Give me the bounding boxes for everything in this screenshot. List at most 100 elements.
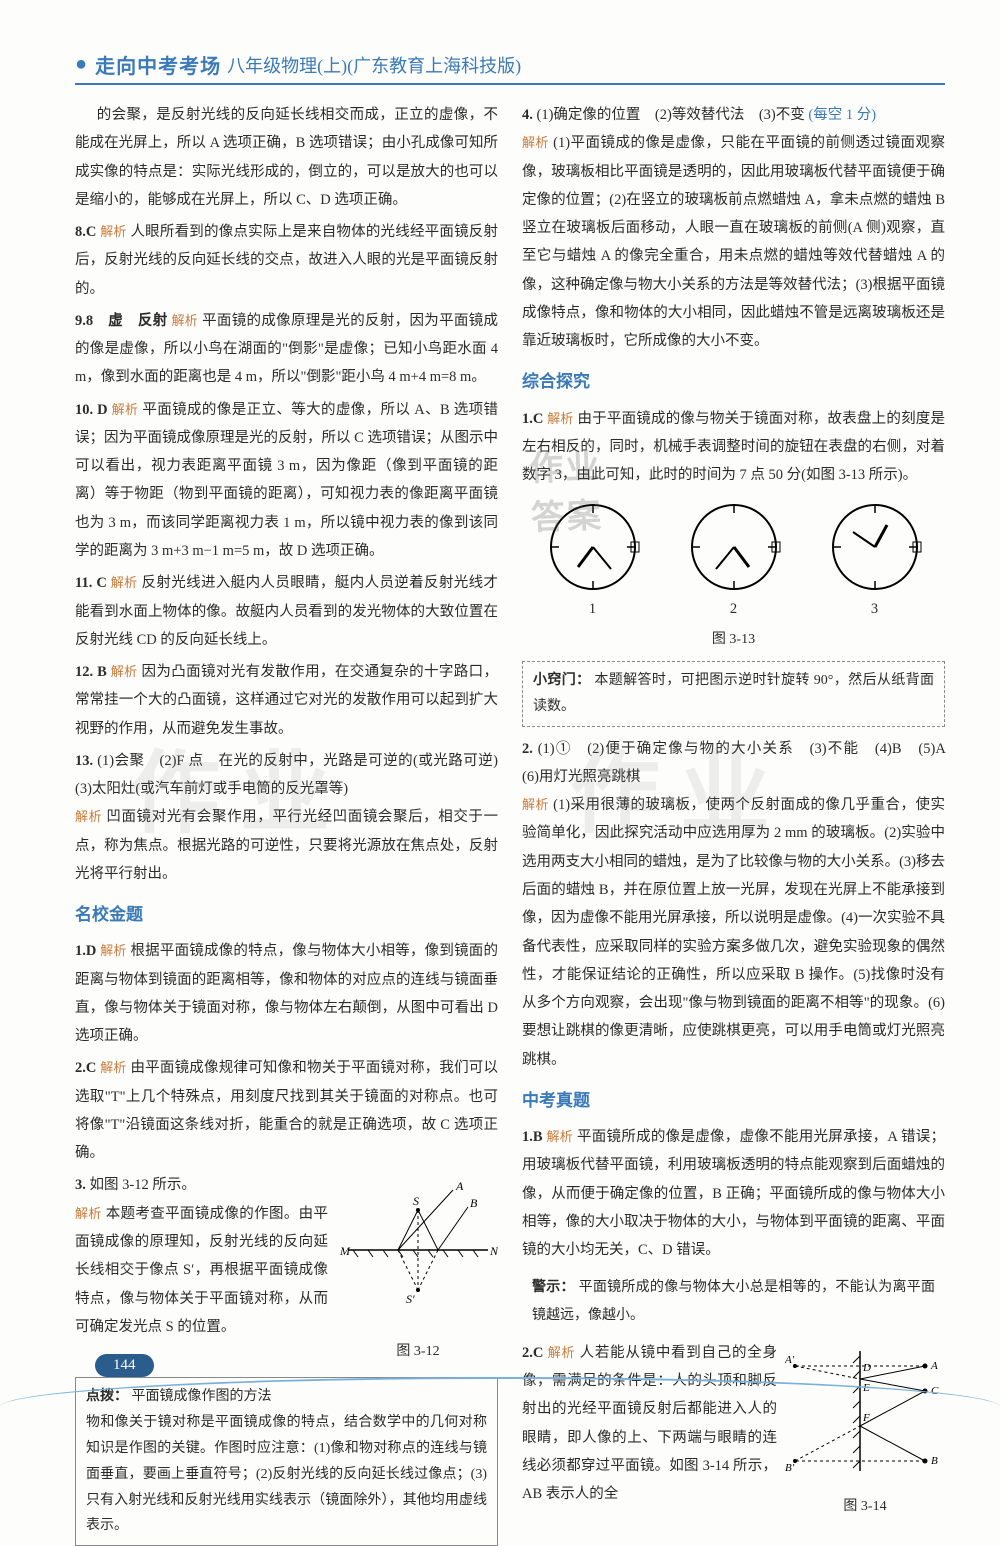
section-zonghe: 综合探究 xyxy=(522,365,945,398)
mq3-num: 3. xyxy=(75,1177,86,1193)
right-column: 4. (1)确定像的位置 (2)等效替代法 (3)不变 (每空 1 分) 解析 … xyxy=(522,101,945,1348)
mq3-text: 本题考查平面镜成像的作图。由平面镜成像的原理知，反射光线的反向延长线相交于像点 … xyxy=(75,1206,328,1335)
warn-label: 警示： xyxy=(532,1280,575,1295)
q13-num: 13. xyxy=(75,753,93,769)
section-zhongkao: 中考真题 xyxy=(522,1084,945,1117)
svg-text:S: S xyxy=(413,1194,419,1208)
q8: 8.C 解析 人眼所看到的像点实际上是来自物体的光线经平面镜反射后，反射光线的反… xyxy=(75,218,498,303)
svg-text:F: F xyxy=(862,1412,870,1424)
analysis-tag: 解析 xyxy=(112,402,139,417)
analysis-tag: 解析 xyxy=(522,797,549,812)
trick-box: 小窍门： 本题解答时，可把图示逆时针旋转 90°，然后从纸背面读数。 xyxy=(522,661,945,727)
q8-num: 8.C xyxy=(75,224,96,240)
kq2-num: 2.C xyxy=(522,1345,543,1361)
rq4-num: 4. xyxy=(522,107,533,123)
warning-box: 警示： 平面镜所成的像与物体大小总是相等的，不能认为离平面镜越远，像越小。 xyxy=(522,1270,945,1333)
svg-text:A: A xyxy=(930,1360,938,1372)
q13-text: 凹面镜对光有会聚作用，平行光经凹面镜会聚后，相交于一点，称为焦点。根据光路的可逆… xyxy=(75,809,498,882)
tip-body: 物和像关于镜对称是平面镜成像的特点，结合数学中的几何对称知识是作图的关键。作图时… xyxy=(86,1415,487,1534)
q10: 10. D 解析 平面镜成的像是正立、等大的虚像，所以 A、B 选项错误；因为平… xyxy=(75,396,498,566)
mq1-text: 根据平面镜成像的特点，像与物体大小相等，像到镜面的距离与物体到镜面的距离相等，像… xyxy=(75,943,498,1044)
analysis-tag: 解析 xyxy=(171,313,198,328)
analysis-tag: 解析 xyxy=(547,411,573,426)
header-subtitle: 八年级物理(上)(广东教育上海科技版) xyxy=(227,52,521,78)
q9: 9.8 虚 反射 解析 平面镜的成像原理是光的反射，因为平面镜成的像是虚像，所以… xyxy=(75,307,498,392)
left-column: 的会聚，是反射光线的反向延长线相交而成，正立的虚像，不能成在光屏上，所以 A 选… xyxy=(75,101,498,1348)
rq4: 4. (1)确定像的位置 (2)等效替代法 (3)不变 (每空 1 分) 解析 … xyxy=(522,101,945,355)
clock-label-2: 2 xyxy=(730,595,737,623)
svg-text:M: M xyxy=(339,1244,351,1258)
mirror-diagram-svg: M N S A xyxy=(338,1175,498,1325)
trick-title: 小窍门： xyxy=(533,673,590,688)
mq3-lead: 如图 3-12 所示。 xyxy=(90,1177,196,1193)
svg-text:A: A xyxy=(455,1179,464,1193)
analysis-tag: 解析 xyxy=(522,135,549,150)
analysis-tag: 解析 xyxy=(100,224,126,239)
zq2-parts: (1)① (2)便于确定像与物的大小关系 (3)不能 (4)B (5)A (6)… xyxy=(522,741,960,785)
kq1-text: 平面镜所成的像是虚像，虚像不能用光屏承接，A 错误；用玻璃板代替平面镜，利用玻璃… xyxy=(522,1129,945,1258)
kq1-num: 1.B xyxy=(522,1129,543,1145)
q10-text: 平面镜成的像是正立、等大的虚像，所以 A、B 选项错误；因为平面镜成像原理是光的… xyxy=(75,402,498,559)
analysis-tag: 解析 xyxy=(100,1060,126,1075)
q9-num: 9.8 虚 反射 xyxy=(75,313,168,329)
mq2: 2.C 解析 由平面镜成像规律可知像和物关于平面镜对称，我们可以选取"T"上几个… xyxy=(75,1054,498,1167)
analysis-tag: 解析 xyxy=(546,1129,573,1144)
fig-3-13-caption: 图 3-13 xyxy=(522,626,945,653)
mq1: 1.D 解析 根据平面镜成像的特点，像与物体大小相等，像到镜面的距离与物体到镜面… xyxy=(75,937,498,1050)
analysis-tag: 解析 xyxy=(111,664,138,679)
rq4-parts: (1)确定像的位置 (2)等效替代法 (3)不变 xyxy=(537,107,805,123)
kq2-text: 人若能从镜中看到自己的全身像，需满足的条件是：人的头顶和脚反射出的光经平面镜反射… xyxy=(522,1345,777,1502)
q11: 11. C 解析 反射光线进入艇内人员眼睛，艇内人员逆着反射光线才能看到水面上物… xyxy=(75,569,498,654)
q12-text: 因为凸面镜对光有发散作用，在交通复杂的十字路口，常常挂一个大的凸面镜，这样通过它… xyxy=(75,664,498,737)
q11-num: 11. C xyxy=(75,575,107,591)
page-header: ● 走向中考考场 八年级物理(上)(广东教育上海科技版) xyxy=(75,50,945,85)
figure-3-13: 1 2 3 图 3-13 xyxy=(522,497,945,653)
clock-2 xyxy=(684,497,784,597)
q11-text: 反射光线进入艇内人员眼睛，艇内人员逆着反射光线才能看到水面上物体的像。故艇内人员… xyxy=(75,575,498,648)
zq1: 1.C 解析 由于平面镜成的像与物关于镜面对称，故表盘上的刻度是左右相反的，同时… xyxy=(522,405,945,490)
clock-1 xyxy=(543,497,643,597)
clock-label-1: 1 xyxy=(589,595,596,623)
mq2-num: 2.C xyxy=(75,1060,96,1076)
analysis-tag: 解析 xyxy=(75,809,102,824)
rq4-text: (1)平面镜成的像是虚像，只能在平面镜的前侧透过镜面观察像，玻璃板相比平面镜是透… xyxy=(522,135,945,349)
figure-3-12: M N S A xyxy=(338,1175,498,1365)
analysis-tag: 解析 xyxy=(75,1206,102,1221)
fig-3-14-caption: 图 3-14 xyxy=(785,1493,945,1520)
mq2-text: 由平面镜成像规律可知像和物关于平面镜对称，我们可以选取"T"上几个特殊点，用刻度… xyxy=(75,1060,498,1161)
page-number: 144 xyxy=(95,1354,154,1377)
mq3: M N S A xyxy=(75,1171,498,1369)
q10-num: 10. D xyxy=(75,402,108,418)
trick-body: 本题解答时，可把图示逆时针旋转 90°，然后从纸背面读数。 xyxy=(533,673,934,714)
header-bullet: ● xyxy=(75,53,87,76)
svg-text:S′: S′ xyxy=(406,1292,415,1306)
warn-body: 平面镜所成的像与物体大小总是相等的，不能认为离平面镜越远，像越小。 xyxy=(532,1280,935,1322)
svg-text:B′: B′ xyxy=(785,1462,795,1474)
mq1-num: 1.D xyxy=(75,943,96,959)
rq4-score: (每空 1 分) xyxy=(808,107,876,123)
svg-text:N: N xyxy=(489,1244,498,1258)
zq1-num: 1.C xyxy=(522,411,543,427)
zq1-text: 由于平面镜成的像与物关于镜面对称，故表盘上的刻度是左右相反的，同时，机械手表调整… xyxy=(522,411,945,484)
analysis-tag: 解析 xyxy=(111,575,138,590)
clock-label-3: 3 xyxy=(871,595,878,623)
analysis-tag: 解析 xyxy=(100,943,126,958)
section-mingxiao: 名校金题 xyxy=(75,898,498,931)
q8-text: 人眼所看到的像点实际上是来自物体的光线经平面镜反射后，反射光线的反向延长线的交点… xyxy=(75,224,498,297)
content-columns: 的会聚，是反射光线的反向延长线相交而成，正立的虚像，不能成在光屏上，所以 A 选… xyxy=(75,101,945,1348)
q12-num: 12. B xyxy=(75,664,107,680)
zq2: 2. (1)① (2)便于确定像与物的大小关系 (3)不能 (4)B (5)A … xyxy=(522,735,945,1074)
fig-3-12-caption: 图 3-12 xyxy=(338,1338,498,1365)
header-title: 走向中考考场 xyxy=(95,50,221,79)
svg-text:B: B xyxy=(931,1455,938,1467)
zq2-text: (1)采用很薄的玻璃板，使两个反射面成的像几乎重合，使实验简单化，因此探究活动中… xyxy=(522,797,945,1067)
svg-text:B: B xyxy=(470,1196,478,1210)
q13-parts: (1)会聚 (2)F 点 在光的反射中，光路是可逆的(或光路可逆) (3)太阳灶… xyxy=(75,753,513,797)
analysis-tag: 解析 xyxy=(548,1345,576,1360)
svg-text:D: D xyxy=(862,1362,871,1374)
zq2-num: 2. xyxy=(522,741,533,757)
figure-3-14: A C B A′ B′ D E F xyxy=(785,1341,945,1521)
kq1: 1.B 解析 平面镜所成的像是虚像，虚像不能用光屏承接，A 错误；用玻璃板代替平… xyxy=(522,1123,945,1264)
clock-3 xyxy=(825,497,925,597)
intro-text: 的会聚，是反射光线的反向延长线相交而成，正立的虚像，不能成在光屏上，所以 A 选… xyxy=(75,101,498,214)
